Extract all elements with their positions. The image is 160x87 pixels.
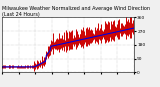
Text: Milwaukee Weather Normalized and Average Wind Direction (Last 24 Hours): Milwaukee Weather Normalized and Average… <box>2 6 150 17</box>
